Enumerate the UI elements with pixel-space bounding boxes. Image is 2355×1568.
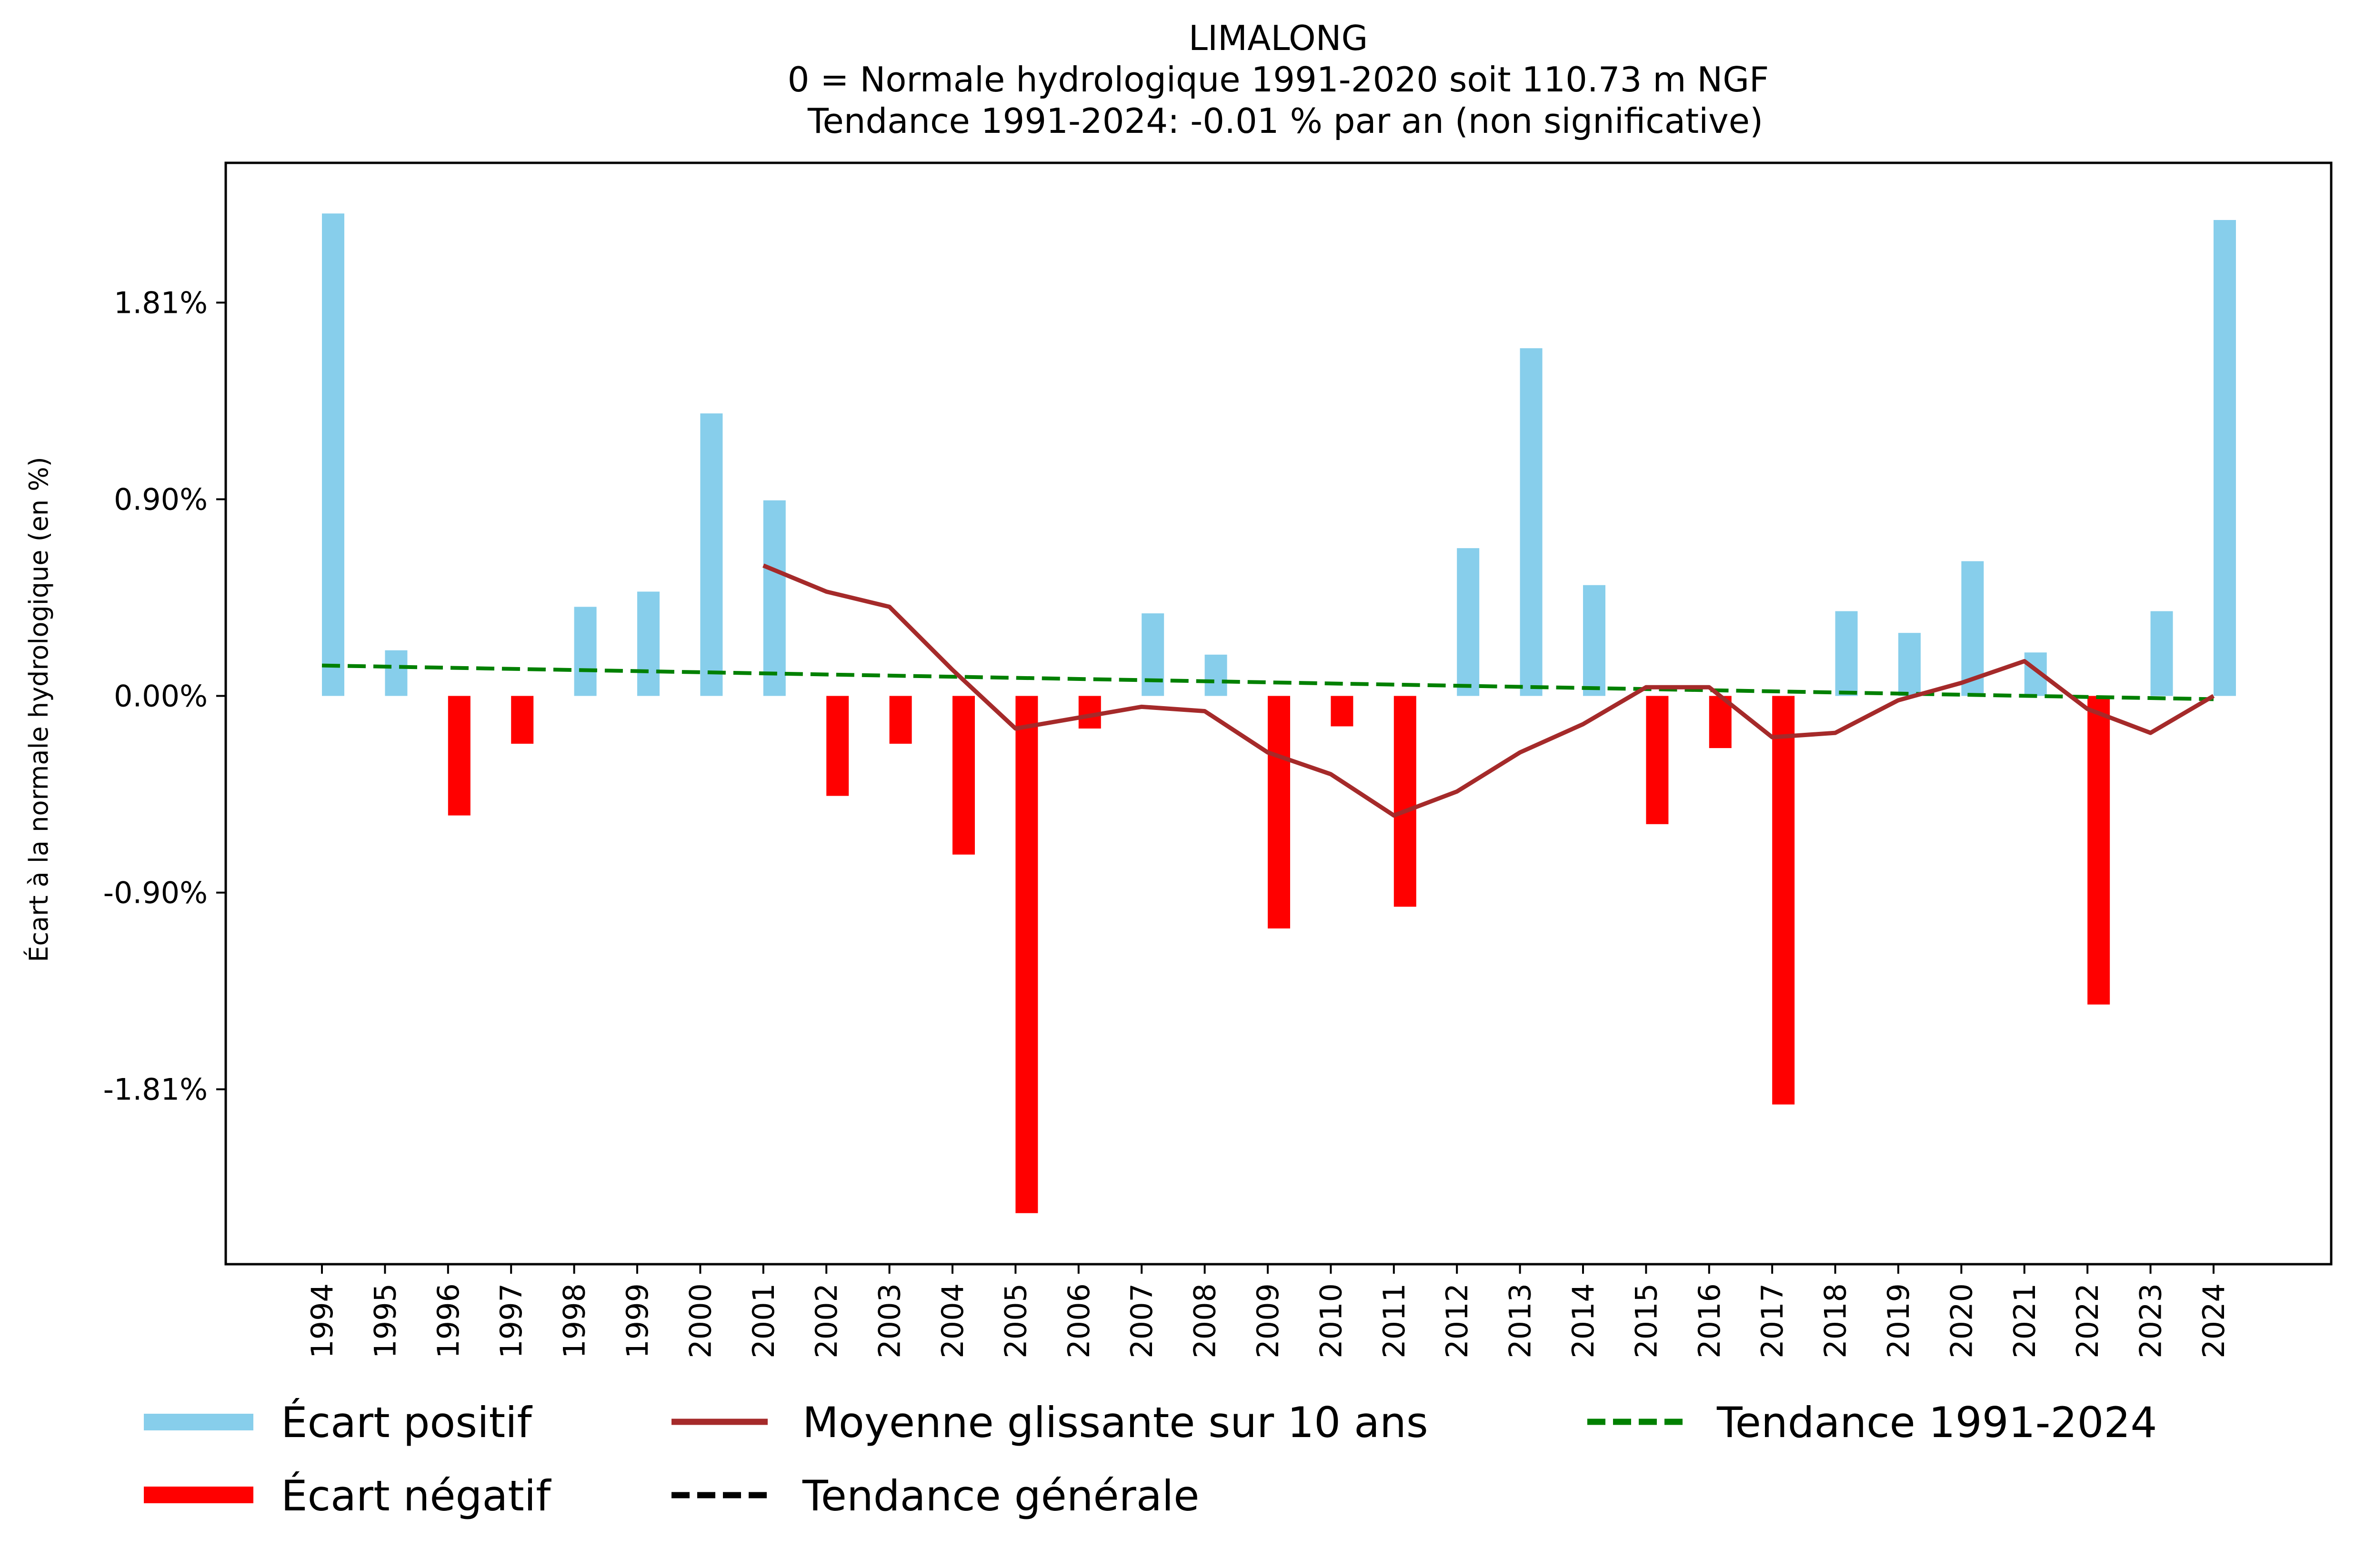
x-tick-label: 2023	[2134, 1283, 2168, 1358]
bar-negative-2010	[1331, 696, 1353, 727]
bar-positive-2012	[1457, 548, 1480, 696]
title-line-2: 0 = Normale hydrologique 1991-2020 soit …	[788, 60, 1769, 100]
x-tick-label: 2011	[1377, 1283, 1412, 1358]
x-tick-label: 2016	[1692, 1283, 1727, 1358]
bar-positive-2000	[700, 413, 723, 696]
x-tick-label: 2008	[1188, 1283, 1223, 1358]
chart-title: LIMALONG 0 = Normale hydrologique 1991-2…	[788, 18, 1769, 141]
bar-positive-1999	[637, 591, 660, 696]
y-axis-ticks: 1.81% 0.90% 0.00% -0.90% -1.81%	[103, 285, 226, 1107]
bar-negative-2011	[1393, 696, 1416, 907]
bar-negative-2015	[1646, 696, 1669, 824]
x-tick-label: 2004	[935, 1283, 970, 1358]
bar-positive-2008	[1204, 654, 1227, 696]
x-tick-label: 1995	[368, 1283, 402, 1358]
bar-positive-2024	[2214, 220, 2236, 696]
x-tick-label: 2017	[1755, 1283, 1790, 1358]
legend-label-moving-average: Moyenne glissante sur 10 ans	[802, 1398, 1428, 1447]
legend-swatch-positive	[144, 1414, 253, 1430]
title-line-1: LIMALONG	[1189, 18, 1368, 58]
bar-positive-2007	[1142, 613, 1164, 696]
bar-positive-2014	[1583, 585, 1605, 696]
x-tick-label: 2001	[746, 1283, 781, 1358]
y-tick-label: 0.00%	[114, 679, 208, 714]
bar-positive-2001	[763, 500, 786, 696]
legend-label-positive: Écart positif	[281, 1398, 533, 1447]
x-tick-label: 2006	[1062, 1283, 1096, 1358]
bar-positive-2018	[1835, 611, 1858, 696]
x-tick-label: 2010	[1313, 1283, 1348, 1358]
y-tick-label: -0.90%	[103, 876, 208, 910]
x-tick-label: 1996	[431, 1283, 466, 1358]
legend-label-trend-1991-2024: Tendance 1991-2024	[1716, 1398, 2157, 1447]
bar-negative-1996	[448, 696, 471, 816]
bar-positive-1994	[322, 213, 344, 696]
bar-negative-2006	[1078, 696, 1101, 729]
bar-positive-2020	[1961, 561, 1984, 696]
x-tick-label: 2000	[683, 1283, 718, 1358]
x-tick-label: 1998	[557, 1283, 592, 1358]
bar-negative-1997	[511, 696, 534, 744]
x-tick-label: 2019	[1881, 1283, 1916, 1358]
y-tick-label: -1.81%	[103, 1072, 208, 1107]
bar-positive-2019	[1898, 633, 1921, 696]
title-line-3: Tendance 1991-2024: -0.01 % par an (non …	[807, 101, 1763, 141]
bar-negative-2004	[952, 696, 975, 855]
bars	[322, 213, 2236, 1213]
x-tick-label: 2002	[809, 1283, 844, 1358]
bar-positive-2023	[2150, 611, 2173, 696]
bar-positive-2013	[1520, 348, 1543, 696]
x-tick-label: 1997	[494, 1283, 529, 1358]
x-tick-label: 2009	[1251, 1283, 1285, 1358]
bar-negative-2022	[2087, 696, 2110, 1005]
legend: Écart positif Écart négatif Moyenne glis…	[144, 1398, 2157, 1520]
bar-negative-2003	[889, 696, 912, 744]
legend-label-general-trend: Tendance générale	[802, 1471, 1199, 1520]
x-tick-label: 2013	[1503, 1283, 1538, 1358]
bar-negative-2009	[1268, 696, 1290, 929]
x-tick-label: 2005	[998, 1283, 1033, 1358]
x-tick-label: 2014	[1566, 1283, 1601, 1358]
moving-average-line	[762, 563, 2215, 818]
y-axis-label: Écart à la normale hydrologique (en %)	[24, 457, 54, 962]
x-tick-label: 2007	[1124, 1283, 1159, 1358]
legend-label-negative: Écart négatif	[281, 1471, 551, 1520]
x-tick-label: 1999	[620, 1283, 655, 1358]
bar-positive-1998	[574, 607, 597, 696]
x-tick-label: 2024	[2196, 1283, 2231, 1358]
x-tick-label: 2003	[872, 1283, 907, 1358]
bar-negative-2002	[826, 696, 849, 796]
bar-negative-2005	[1015, 696, 1038, 1213]
bar-negative-2017	[1772, 696, 1795, 1105]
x-tick-label: 1994	[305, 1283, 340, 1358]
axes-frame	[224, 161, 2333, 1266]
x-tick-label: 2022	[2070, 1283, 2105, 1358]
x-tick-label: 2015	[1629, 1283, 1664, 1358]
x-tick-label: 2021	[2007, 1283, 2042, 1358]
x-tick-label: 2020	[1944, 1283, 1979, 1358]
y-tick-label: 0.90%	[114, 482, 208, 517]
x-axis-ticks: 1994 1995 1996 1997 1998 1999 2000 2001 2002 2003…	[305, 1264, 2231, 1358]
legend-swatch-negative	[144, 1487, 253, 1503]
bar-positive-1995	[385, 650, 408, 696]
trend-line-1991-2024	[321, 663, 2214, 701]
lines	[321, 563, 2215, 818]
y-tick-label: 1.81%	[114, 285, 208, 320]
x-tick-label: 2018	[1818, 1283, 1853, 1358]
x-tick-label: 2012	[1440, 1283, 1474, 1358]
